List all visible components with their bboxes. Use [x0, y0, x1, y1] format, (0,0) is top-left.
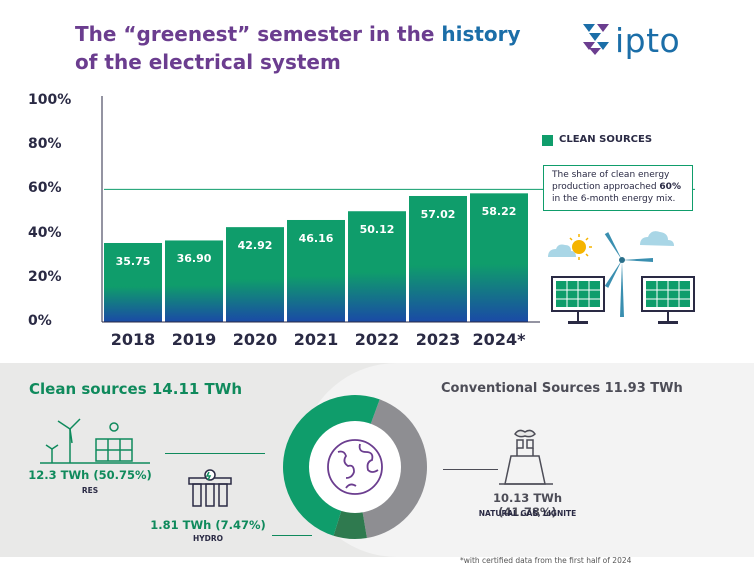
cloud-icon [548, 244, 576, 257]
bar-2018 [104, 242, 162, 322]
x-tick-label: 2022 [354, 330, 400, 349]
legend-label: CLEAN SOURCES [559, 134, 653, 145]
donut-chart [282, 394, 427, 539]
bar-value-label: 50.12 [359, 223, 395, 237]
annotation-line-1: The share of clean energy [552, 170, 670, 180]
res-label: RES [81, 486, 99, 495]
x-tick-label: 2024* [472, 330, 526, 349]
annotation-box: The share of clean energy production app… [543, 165, 693, 211]
x-tick-label: 2018 [110, 330, 156, 349]
renewables-illustration [548, 231, 695, 324]
x-tick-label: 2021 [293, 330, 339, 349]
bar-value-label: 57.02 [420, 207, 456, 221]
res-connector [165, 453, 265, 454]
conv-value: 10.13 TWh (41.78%) [492, 491, 563, 519]
bar-2024* [470, 193, 528, 322]
wind-turbine-icon [604, 232, 653, 317]
bar-value-label: 35.75 [115, 254, 151, 268]
solar-panel-icon [641, 276, 695, 324]
y-tick-label: 80% [28, 136, 62, 153]
title-part-1: The “greenest” semester in the [75, 22, 442, 46]
ipto-logo-mark [583, 24, 609, 55]
hydro-icon [188, 469, 232, 507]
title-part-2: history [441, 22, 521, 46]
bar-2022 [348, 211, 406, 322]
logo-text: ipto [615, 21, 681, 60]
bar-2021 [287, 219, 345, 322]
hydro-label: HYDRO [192, 534, 224, 543]
annotation-highlight: 60% [659, 182, 681, 192]
hydro-value: 1.81 TWh (7.47%) [150, 518, 266, 532]
footnote: *with certified data from the first half… [460, 556, 632, 565]
legend-swatch [542, 135, 553, 146]
x-tick-label: 2023 [415, 330, 461, 349]
bar-value-label: 42.92 [237, 239, 273, 253]
y-tick-label: 40% [28, 224, 62, 241]
bar-2023 [409, 195, 467, 322]
globe-icon [327, 439, 383, 495]
bar-chart [101, 96, 695, 323]
bar-value-label: 46.16 [298, 231, 334, 245]
title-part-3: of the electrical system [75, 50, 341, 74]
y-tick-label: 100% [28, 92, 72, 108]
res-icon [40, 418, 150, 464]
hydro-connector [272, 535, 312, 536]
cloud-icon [640, 231, 674, 246]
x-tick-label: 2020 [232, 330, 278, 349]
page-title: The “greenest” semester in the history o… [75, 20, 525, 76]
bar-value-label: 36.90 [176, 252, 212, 266]
y-tick-label: 0% [28, 313, 52, 329]
res-value: 12.3 TWh (50.75%) [28, 468, 152, 482]
annotation-line-3: in the 6-month energy mix. [552, 194, 676, 204]
conv-label: NATURAL GAS, LIGNITE [478, 509, 577, 518]
bar-value-label: 58.22 [481, 205, 517, 219]
conv-connector [443, 469, 498, 470]
clean-sources-title: Clean sources 14.11 TWh [29, 380, 242, 398]
solar-panel-icon [551, 276, 605, 324]
bar-2019 [165, 240, 223, 322]
y-tick-label: 60% [28, 180, 62, 197]
x-tick-label: 2019 [171, 330, 217, 349]
annotation-line-2: production approached [552, 182, 660, 192]
conventional-sources-title: Conventional Sources 11.93 TWh [441, 381, 683, 396]
bar-2020 [226, 227, 284, 322]
power-plant-icon [499, 429, 553, 485]
y-tick-label: 20% [28, 268, 62, 285]
